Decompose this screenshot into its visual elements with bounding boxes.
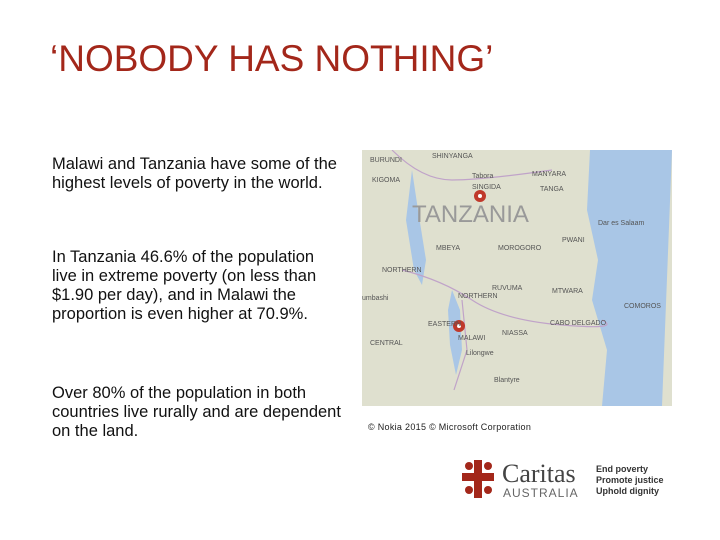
map-label: NIASSA — [502, 330, 528, 337]
map-label: SINGIDA — [472, 184, 501, 191]
tagline: Uphold dignity — [596, 486, 659, 496]
logo-mark — [462, 460, 494, 498]
map-label: CABO DELGADO — [550, 320, 607, 327]
map-label: MALAWI — [458, 335, 485, 342]
map-label: MTWARA — [552, 288, 583, 295]
tagline: End poverty — [596, 464, 648, 474]
paragraph: In Tanzania 46.6% of the population live… — [52, 248, 317, 323]
map-label: Dar es Salaam — [598, 220, 644, 227]
logo-country: AUSTRALIA — [503, 486, 579, 500]
logo: Caritas AUSTRALIA End poverty Promote ju… — [462, 459, 664, 500]
map-label: MOROGORO — [498, 245, 542, 252]
logo-name: Caritas — [502, 459, 576, 488]
map-label: NORTHERN — [382, 267, 422, 274]
map-label: CENTRAL — [370, 340, 403, 347]
map-label: MANYARA — [532, 171, 566, 178]
map-label: COMOROS — [624, 303, 661, 310]
map-caption: © Nokia 2015 © Microsoft Corporation — [368, 422, 532, 432]
map-label: PWANI — [562, 237, 585, 244]
map-label: Lilongwe — [466, 350, 494, 357]
map-label: EASTERN — [428, 321, 461, 328]
map-label: Blantyre — [494, 377, 520, 384]
tagline: Promote justice — [596, 475, 664, 485]
map-label: BURUNDI — [370, 157, 402, 164]
paragraph: Malawi and Tanzania have some of the hig… — [52, 155, 337, 192]
map-label: RUVUMA — [492, 285, 523, 292]
map-label: umbashi — [362, 295, 389, 302]
title: ‘NOBODY HAS NOTHING’ — [50, 38, 494, 79]
map-label: TANGA — [540, 186, 564, 193]
map-label: SHINYANGA — [432, 153, 473, 160]
map-label: Tabora — [472, 173, 494, 180]
map-label: KIGOMA — [372, 177, 400, 184]
map: BURUNDI SHINYANGA KIGOMA Tabora MANYARA SINGI… — [362, 150, 672, 406]
paragraph: Over 80% of the population in both count… — [52, 384, 341, 440]
map-label: NORTHERN — [458, 293, 498, 300]
map-label: TANZANIA — [412, 201, 529, 228]
map-label: MBEYA — [436, 245, 460, 252]
